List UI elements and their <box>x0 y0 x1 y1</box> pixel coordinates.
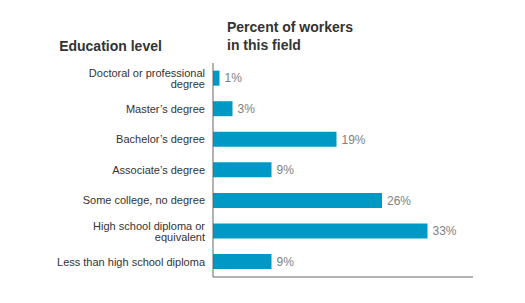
svg-text:3%: 3% <box>238 102 256 116</box>
svg-text:Doctoral or professionaldegree: Doctoral or professionaldegree <box>89 67 205 90</box>
svg-text:33%: 33% <box>433 224 457 238</box>
html-text:Percent of workers in this fie: Percent of workers in this field <box>227 19 354 53</box>
svg-text:High school diploma orequivale: High school diploma orequivalent <box>93 220 205 243</box>
svg-text:Less than high school diploma: Less than high school diploma <box>57 256 206 268</box>
svg-text:9%: 9% <box>277 255 295 269</box>
svg-text:26%: 26% <box>387 194 411 208</box>
svg-text:Some college, no degree: Some college, no degree <box>83 194 205 206</box>
svg-text:Bachelor’s degree: Bachelor’s degree <box>116 133 205 145</box>
svg-text:1%: 1% <box>225 71 243 85</box>
html-text:Education level: Education level <box>59 38 162 54</box>
svg-text:Master’s degree: Master’s degree <box>126 103 205 115</box>
svg-text:9%: 9% <box>277 163 295 177</box>
svg-text:Associate’s degree: Associate’s degree <box>112 164 205 176</box>
svg-text:19%: 19% <box>342 133 366 147</box>
